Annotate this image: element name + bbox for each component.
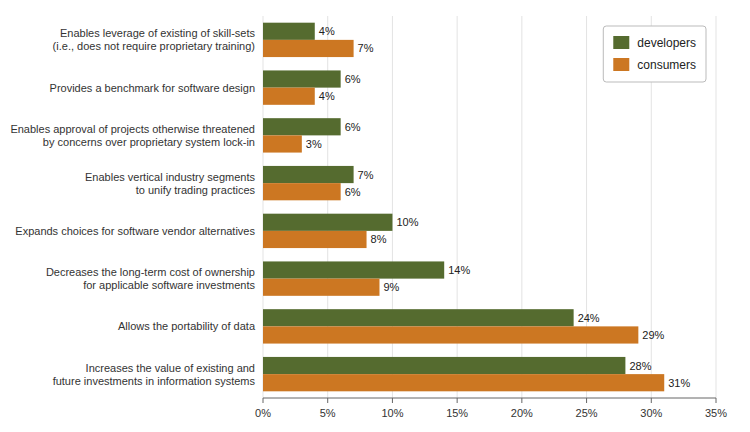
- bar: [263, 214, 392, 231]
- grid: [263, 16, 716, 398]
- y-axis-labels: Enables leverage of existing of skill-se…: [10, 27, 255, 386]
- category-label: Decreases the long-term cost of ownershi…: [46, 266, 256, 291]
- data-label: 28%: [629, 360, 651, 372]
- bar: [263, 231, 367, 248]
- tick-mark: [651, 398, 652, 403]
- tick-label: 0%: [255, 407, 271, 419]
- bar: [263, 326, 638, 343]
- tick-label: 25%: [576, 407, 598, 419]
- data-label: 24%: [578, 312, 600, 324]
- tick-mark: [263, 398, 264, 403]
- tick-label: 15%: [446, 407, 468, 419]
- data-label: 3%: [306, 138, 322, 150]
- category-label: Allows the portability of data: [118, 320, 256, 332]
- tick-mark: [457, 398, 458, 403]
- data-label: 10%: [396, 216, 418, 228]
- category-label: Enables leverage of existing of skill-se…: [53, 27, 256, 52]
- data-label: 31%: [668, 377, 690, 389]
- category-label: Expands choices for software vendor alte…: [15, 225, 255, 237]
- data-label: 6%: [345, 73, 361, 85]
- data-label: 4%: [319, 25, 335, 37]
- bar: [263, 357, 625, 374]
- bar: [263, 88, 315, 105]
- category-label: Provides a benchmark for software design: [50, 82, 255, 94]
- legend-swatch: [613, 36, 629, 49]
- category-label: Enables vertical industry segmentsto uni…: [85, 171, 255, 196]
- bar: [263, 279, 379, 296]
- tick-label: 20%: [511, 407, 533, 419]
- bar: [263, 166, 354, 183]
- x-axis: 0% 5% 10% 15% 20% 25% 30% 35%: [255, 398, 727, 419]
- data-label: 6%: [345, 186, 361, 198]
- tick-mark: [521, 398, 522, 403]
- bar: [263, 23, 315, 40]
- legend-label: consumers: [637, 58, 696, 72]
- data-label: 14%: [448, 264, 470, 276]
- axis-line: [263, 398, 716, 399]
- legend-label: developers: [637, 36, 696, 50]
- bar: [263, 261, 444, 278]
- legend-swatch: [613, 58, 629, 71]
- tick-mark: [586, 398, 587, 403]
- tick-mark: [327, 398, 328, 403]
- tick-label: 5%: [320, 407, 336, 419]
- category-label: Increases the value of existing andfutur…: [53, 362, 256, 387]
- category-label: Enables approval of projects otherwise t…: [10, 123, 255, 148]
- bar: [263, 183, 341, 200]
- data-label: 7%: [358, 42, 374, 54]
- chart: Enables leverage of existing of skill-se…: [0, 0, 750, 432]
- legend: developers consumers: [603, 26, 706, 82]
- data-label: 29%: [642, 329, 664, 341]
- bar: [263, 118, 341, 135]
- data-label: 7%: [358, 169, 374, 181]
- tick-mark: [392, 398, 393, 403]
- data-label: 9%: [383, 281, 399, 293]
- grid-line: [716, 16, 717, 398]
- data-label: 8%: [371, 233, 387, 245]
- tick-label: 10%: [381, 407, 403, 419]
- data-label: 4%: [319, 90, 335, 102]
- bar: [263, 135, 302, 152]
- bar: [263, 374, 664, 391]
- bar: [263, 309, 574, 326]
- tick-label: 30%: [640, 407, 662, 419]
- tick-label: 35%: [705, 407, 727, 419]
- legend-frame: [603, 26, 706, 82]
- bar: [263, 40, 354, 57]
- data-label: 6%: [345, 121, 361, 133]
- bar: [263, 70, 341, 87]
- tick-mark: [716, 398, 717, 403]
